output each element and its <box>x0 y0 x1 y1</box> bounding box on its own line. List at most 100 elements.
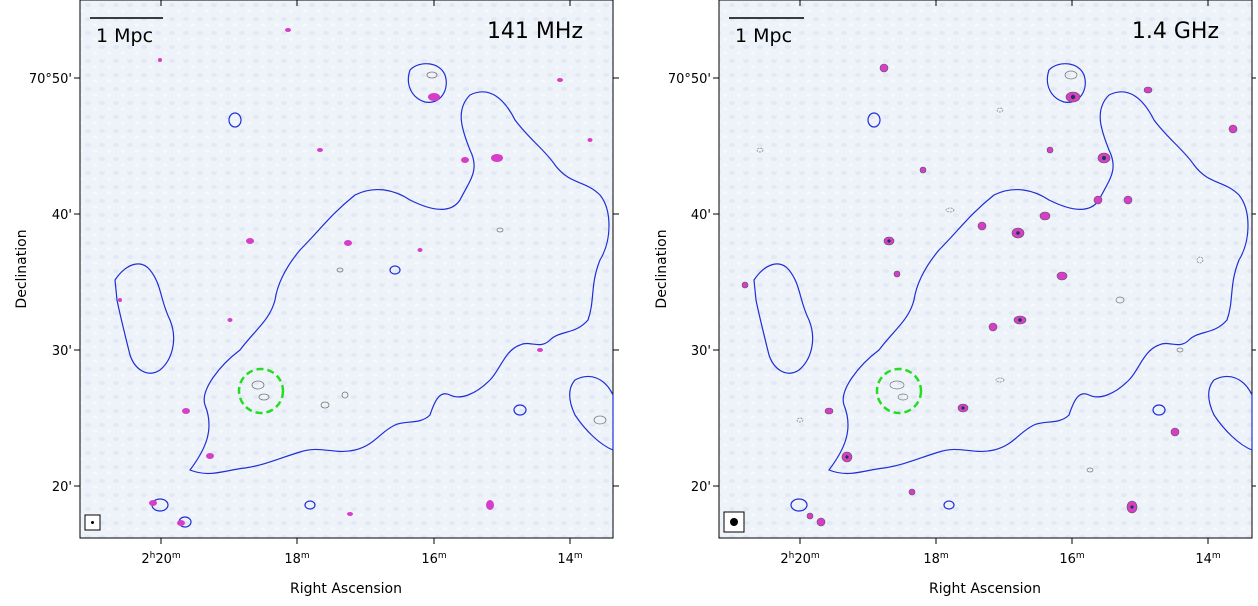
x-tick-labels-right: 2h20m 18m 16m 14m <box>780 551 1220 567</box>
source <box>227 318 233 322</box>
source <box>796 417 804 423</box>
image-area-left <box>79 0 614 539</box>
source <box>1086 467 1094 473</box>
blob <box>867 112 881 128</box>
ticks-left <box>74 0 619 544</box>
source <box>741 281 749 289</box>
core <box>1016 231 1020 235</box>
blob <box>389 265 401 275</box>
blob <box>1152 404 1166 416</box>
source <box>945 207 955 213</box>
source <box>806 512 814 520</box>
panel-right: 1 Mpc 1.4 GHz 70°50' 40' 30' 20' 2h20m 1… <box>654 0 1256 597</box>
right-edge-contour <box>569 375 614 451</box>
source <box>889 380 905 390</box>
source <box>879 63 889 73</box>
source <box>158 58 162 62</box>
magenta-sources-right <box>741 63 1238 527</box>
source <box>428 93 440 101</box>
source <box>816 517 826 527</box>
blob <box>228 112 242 128</box>
left-arm-contour <box>114 263 175 374</box>
y-tick-label: 20' <box>52 480 72 495</box>
scale-label-right: 1 Mpc <box>735 25 792 47</box>
x-tick-label: 18m <box>284 551 309 567</box>
frequency-label-right: 1.4 GHz <box>1132 19 1219 44</box>
right-edge-contour <box>1208 375 1253 451</box>
source <box>336 267 344 273</box>
source <box>996 107 1004 113</box>
frequency-label-left: 141 MHz <box>487 19 583 44</box>
y-tick-labels-right: 70°50' 40' 30' 20' <box>668 72 711 495</box>
source <box>258 393 270 401</box>
core <box>1102 156 1106 160</box>
source <box>341 391 349 399</box>
y-tick-label: 40' <box>691 208 711 223</box>
blob <box>304 500 316 510</box>
source <box>919 166 927 174</box>
source <box>593 415 607 425</box>
source <box>1046 146 1054 154</box>
gray-sources-right <box>756 70 1204 473</box>
blob <box>943 500 955 510</box>
source <box>320 401 330 409</box>
source <box>557 78 563 82</box>
source <box>461 157 469 163</box>
source <box>1143 86 1153 94</box>
x-tick-label: 2h20m <box>780 551 819 567</box>
source <box>1170 427 1180 437</box>
source <box>347 512 353 516</box>
source <box>182 408 190 414</box>
y-axis-label-right: Declination <box>654 229 670 308</box>
core <box>1130 505 1134 509</box>
dark-cores-right <box>845 94 1134 509</box>
blob <box>790 498 808 512</box>
source <box>491 154 503 162</box>
source <box>1115 296 1125 304</box>
source <box>537 348 543 352</box>
source <box>977 221 987 231</box>
core <box>887 239 891 243</box>
blue-contours-right <box>753 63 1253 512</box>
large-contour <box>189 91 610 475</box>
source <box>417 248 423 252</box>
source <box>1196 256 1204 264</box>
source <box>344 240 352 246</box>
x-tick-label: 14m <box>557 551 582 567</box>
target-circle-right <box>875 367 923 415</box>
source <box>251 380 265 390</box>
source <box>893 270 901 278</box>
source <box>149 500 157 506</box>
source <box>1093 195 1103 205</box>
x-tick-label: 18m <box>923 551 948 567</box>
source <box>246 238 254 244</box>
source <box>1176 347 1184 353</box>
source <box>1056 271 1068 281</box>
source <box>908 488 916 496</box>
left-arm-contour <box>753 263 814 374</box>
gray-sources-left <box>251 71 607 425</box>
y-tick-label: 30' <box>52 344 72 359</box>
source <box>496 227 504 233</box>
source <box>1064 70 1078 80</box>
x-tick-label: 14m <box>1195 551 1220 567</box>
y-tick-label: 30' <box>691 344 711 359</box>
core <box>1070 94 1076 100</box>
x-axis-label-left: Right Ascension <box>290 581 402 597</box>
top-loop-contour <box>407 63 447 103</box>
source <box>1123 195 1133 205</box>
y-tick-labels-left: 70°50' 40' 30' 20' <box>29 72 72 495</box>
source <box>118 298 122 302</box>
scale-label-left: 1 Mpc <box>96 25 153 47</box>
y-axis-label-left: Declination <box>14 229 30 308</box>
image-area-right <box>718 0 1253 539</box>
magenta-sources-left <box>118 28 593 526</box>
source <box>486 500 494 510</box>
source <box>285 28 291 32</box>
large-contour <box>828 91 1249 475</box>
source <box>177 520 185 526</box>
top-loop-contour <box>1046 63 1086 103</box>
source <box>995 377 1005 383</box>
core <box>845 455 849 459</box>
